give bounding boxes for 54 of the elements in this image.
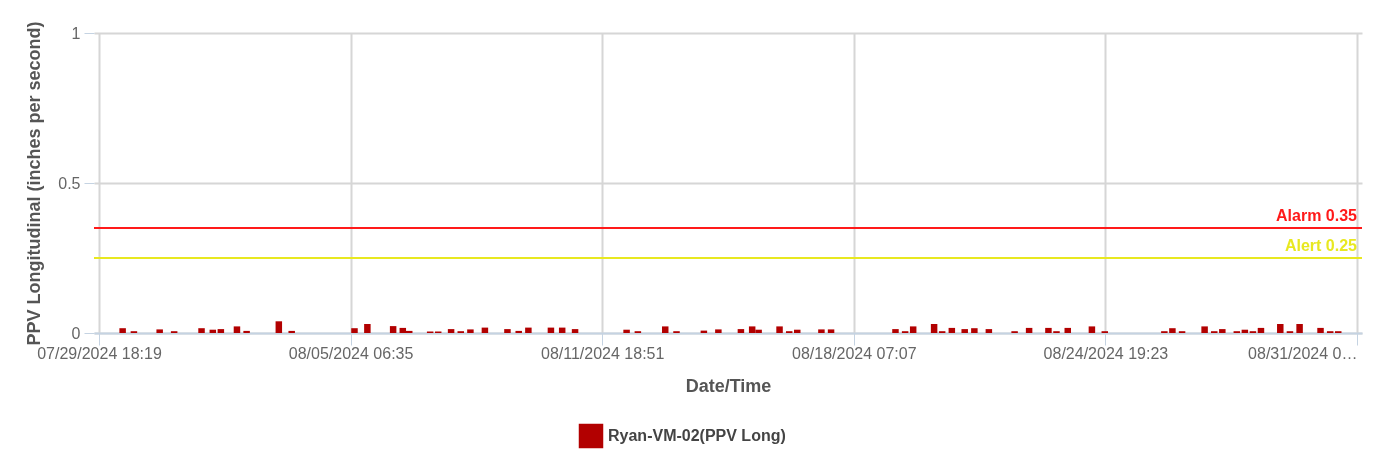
- bar: [447, 329, 455, 333]
- x-tick-label: 08/18/2024 07:07: [792, 344, 917, 362]
- bar: [467, 329, 474, 333]
- bar: [818, 329, 825, 333]
- bar: [985, 329, 993, 333]
- bar: [198, 328, 205, 333]
- bar: [971, 328, 978, 333]
- bar: [1088, 326, 1096, 333]
- bar: [909, 326, 917, 333]
- y-tick-label: 1: [71, 24, 81, 42]
- bar: [119, 328, 126, 333]
- bar: [661, 326, 669, 333]
- ref-line-label: Alarm 0.35: [1276, 207, 1358, 224]
- bar: [737, 329, 745, 333]
- x-tick-label: 08/05/2024 06:35: [288, 344, 414, 362]
- bar: [351, 328, 358, 333]
- y-axis-title: PPV Longitudinal (inches per second): [24, 21, 45, 346]
- bar: [1296, 324, 1303, 333]
- bar: [623, 329, 630, 333]
- y-tick-label: 0: [71, 324, 81, 342]
- bar: [1317, 327, 1324, 333]
- bar: [794, 329, 801, 333]
- bar: [364, 324, 371, 333]
- bar: [1064, 327, 1071, 333]
- bar: [515, 330, 522, 333]
- bar: [156, 329, 163, 333]
- bar: [1201, 326, 1208, 333]
- x-tick-label: 08/11/2024 18:51: [541, 344, 665, 362]
- bar: [275, 321, 283, 333]
- bar: [776, 326, 783, 333]
- x-tick-label: 08/31/2024 0…: [1248, 344, 1358, 362]
- legend-label: Ryan-VM-02(PPV Long): [608, 427, 786, 444]
- bar: [892, 329, 899, 333]
- ref-line-label: Alert 0.25: [1284, 237, 1358, 254]
- bar: [233, 326, 241, 333]
- bar: [715, 329, 722, 333]
- x-tick-label: 07/29/2024 18:19: [37, 344, 162, 362]
- y-tick-label: 0.5: [58, 174, 81, 192]
- bar: [243, 330, 250, 333]
- bar: [961, 329, 968, 333]
- bar: [571, 329, 579, 333]
- bar: [217, 329, 225, 333]
- bar: [1277, 324, 1284, 333]
- bar: [288, 330, 295, 333]
- bar: [504, 329, 511, 333]
- bar: [1257, 327, 1265, 333]
- x-tick-label: 08/24/2024 19:23: [1043, 344, 1169, 362]
- bar: [525, 327, 532, 333]
- x-axis-title: Date/Time: [685, 375, 772, 396]
- bar: [1025, 327, 1033, 333]
- bar: [930, 324, 938, 333]
- bar: [827, 329, 835, 333]
- bar: [948, 327, 956, 333]
- bar: [389, 326, 397, 333]
